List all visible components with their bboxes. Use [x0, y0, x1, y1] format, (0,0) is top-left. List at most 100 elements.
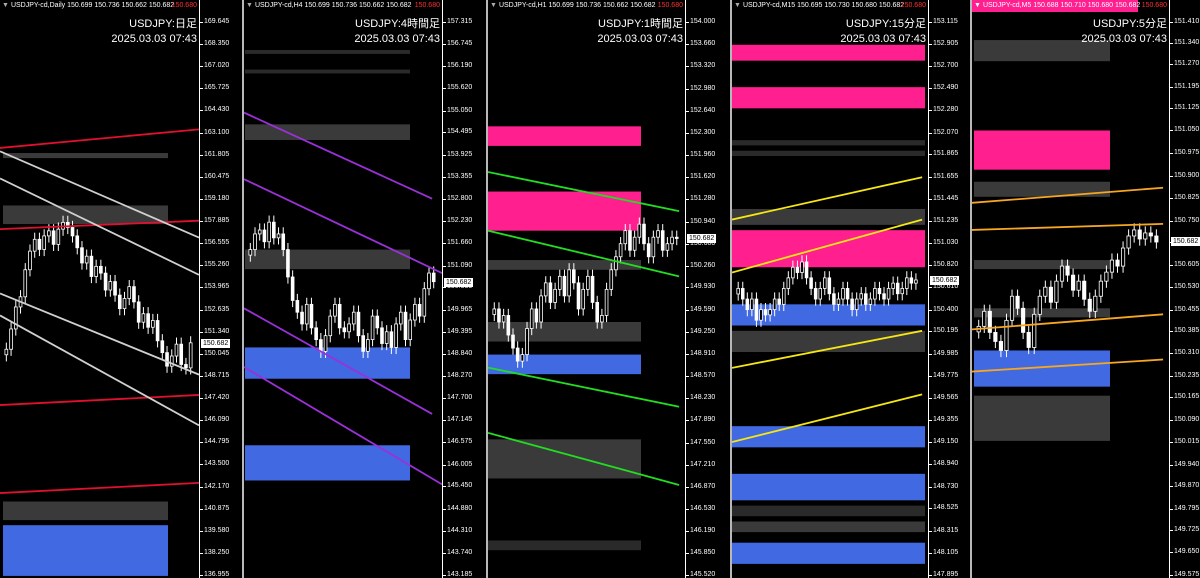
- tick-mark: [929, 353, 932, 355]
- tick-mark: [200, 508, 203, 510]
- tick-label: 149.870: [1174, 482, 1200, 490]
- panel-divider[interactable]: [730, 0, 732, 578]
- chart-title: USDJPY:4時間足: [355, 18, 440, 30]
- tick-mark: [686, 44, 689, 46]
- tick-label: 150.940: [690, 217, 716, 225]
- dropdown-icon[interactable]: ▼: [2, 2, 9, 9]
- chart-canvas[interactable]: [972, 0, 1169, 578]
- tick-label: 149.930: [690, 283, 716, 291]
- candle: [304, 297, 309, 331]
- candle: [333, 297, 337, 323]
- chart-canvas[interactable]: [732, 0, 928, 578]
- chart-panel-1[interactable]: ▼ USDJPY-cd,Daily 150.699 150.736 150.662…: [0, 0, 242, 578]
- panel-divider[interactable]: [486, 0, 488, 578]
- tick-mark: [200, 66, 203, 68]
- candle: [745, 292, 750, 317]
- tick-label: 155.050: [447, 106, 473, 114]
- tick-label: 149.565: [933, 394, 959, 402]
- trend-line-purple-2: [244, 307, 433, 415]
- candle: [1109, 253, 1115, 279]
- candle: [337, 297, 342, 335]
- tick-mark: [200, 265, 203, 267]
- tick-mark: [929, 221, 932, 223]
- tick-label: 144.310: [447, 526, 473, 534]
- tick-label: 149.725: [1174, 525, 1200, 533]
- chart-canvas[interactable]: [244, 0, 442, 578]
- candle: [1037, 289, 1042, 321]
- candle: [1148, 226, 1153, 243]
- tick-mark: [929, 464, 932, 466]
- candle: [539, 289, 543, 329]
- price-axis[interactable]: 169.645 168.350 167.020 165.725 164.430 163.1…: [199, 0, 242, 578]
- tick-label: 150.610: [933, 283, 959, 291]
- candle: [1082, 274, 1087, 306]
- tick-mark: [443, 287, 446, 289]
- tick-mark: [686, 221, 689, 223]
- zone-gray-1: [3, 205, 168, 225]
- trend-line-orange-0: [972, 186, 1164, 204]
- chart-panel-3[interactable]: ▼ USDJPY-cd,H1 150.699 150.736 150.662 15…: [488, 0, 730, 578]
- tick-label: 153.660: [690, 40, 716, 48]
- chart-panel-5[interactable]: ▼ USDJPY-cd,M5 150.688 150.710 150.680 15…: [972, 0, 1200, 578]
- symbol-header[interactable]: ▼ USDJPY-cd,H1 150.699 150.736 150.662 15…: [488, 0, 656, 12]
- tick-mark: [929, 65, 932, 67]
- tick-label: 148.730: [933, 482, 959, 490]
- dropdown-icon[interactable]: ▼: [974, 2, 981, 9]
- dropdown-icon[interactable]: ▼: [490, 2, 497, 9]
- candle: [750, 292, 754, 317]
- chart-panel-2[interactable]: ▼ USDJPY-cd,H4 150.699 150.736 150.662 15…: [244, 0, 486, 578]
- price-axis[interactable]: 151.410 151.340 151.270 151.195 151.125 151.0…: [1169, 0, 1200, 578]
- chart-canvas[interactable]: [0, 0, 199, 578]
- tick-label: 150.015: [1174, 438, 1200, 446]
- price-axis[interactable]: 153.115 152.905 152.700 152.490 152.280 152.0…: [928, 0, 970, 578]
- tick-mark: [200, 331, 203, 333]
- trend-line-purple-0: [244, 111, 433, 200]
- trend-line-yellow-2: [732, 329, 923, 369]
- chart-panel-4[interactable]: ▼ USDJPY-cd,M15 150.695 150.730 150.680 1…: [732, 0, 970, 578]
- tick-label: 151.270: [1174, 60, 1200, 68]
- dropdown-icon[interactable]: ▼: [246, 2, 253, 9]
- candle: [609, 263, 614, 297]
- candle: [905, 271, 909, 296]
- candle: [188, 336, 193, 375]
- tick-mark: [929, 552, 932, 554]
- price-axis[interactable]: 154.000 153.660 153.320 152.980 152.640 152.3…: [685, 0, 730, 578]
- tick-mark: [686, 88, 689, 90]
- tick-label: 152.300: [690, 128, 716, 136]
- tick-mark: [686, 177, 689, 179]
- tick-label: 149.150: [933, 438, 959, 446]
- symbol-header[interactable]: ▼ USDJPY-cd,M5 150.688 150.710 150.680 15…: [972, 0, 1140, 12]
- symbol-header[interactable]: ▼ USDJPY-cd,H4 150.699 150.736 150.662 15…: [244, 0, 412, 12]
- tick-mark: [200, 22, 203, 23]
- candle: [380, 321, 384, 351]
- tick-mark: [929, 486, 932, 488]
- tick-label: 150.535: [447, 283, 473, 291]
- candle: [1071, 268, 1076, 297]
- symbol-header-text: USDJPY-cd,H4 150.699 150.736 150.662 150…: [254, 2, 412, 9]
- chart-canvas[interactable]: [488, 0, 685, 578]
- price-axis[interactable]: 157.315 156.745 156.190 155.620 155.050 154.4…: [442, 0, 486, 578]
- symbol-header[interactable]: ▼ USDJPY-cd,M15 150.695 150.730 150.680 1…: [732, 0, 904, 12]
- trend-line-yellow-0: [732, 176, 923, 221]
- candle: [1048, 280, 1053, 309]
- tick-mark: [200, 530, 203, 532]
- candle: [160, 334, 165, 360]
- tick-label: 144.795: [204, 438, 230, 446]
- dropdown-icon[interactable]: ▼: [734, 2, 741, 9]
- panel-divider[interactable]: [970, 0, 972, 578]
- tick-label: 151.280: [690, 195, 716, 203]
- candle: [557, 269, 562, 297]
- tick-label: 160.475: [204, 173, 230, 181]
- candle: [497, 302, 501, 329]
- candle: [276, 227, 281, 245]
- candle: [786, 271, 791, 296]
- tick-label: 154.495: [447, 128, 473, 136]
- candle: [141, 307, 146, 329]
- tick-mark: [200, 154, 203, 156]
- tick-label: 157.885: [204, 216, 230, 224]
- panel-divider[interactable]: [242, 0, 244, 578]
- candle: [99, 259, 103, 280]
- candle: [914, 273, 918, 290]
- candle: [823, 271, 827, 296]
- symbol-header[interactable]: ▼ USDJPY-cd,Daily 150.699 150.736 150.662…: [0, 0, 174, 12]
